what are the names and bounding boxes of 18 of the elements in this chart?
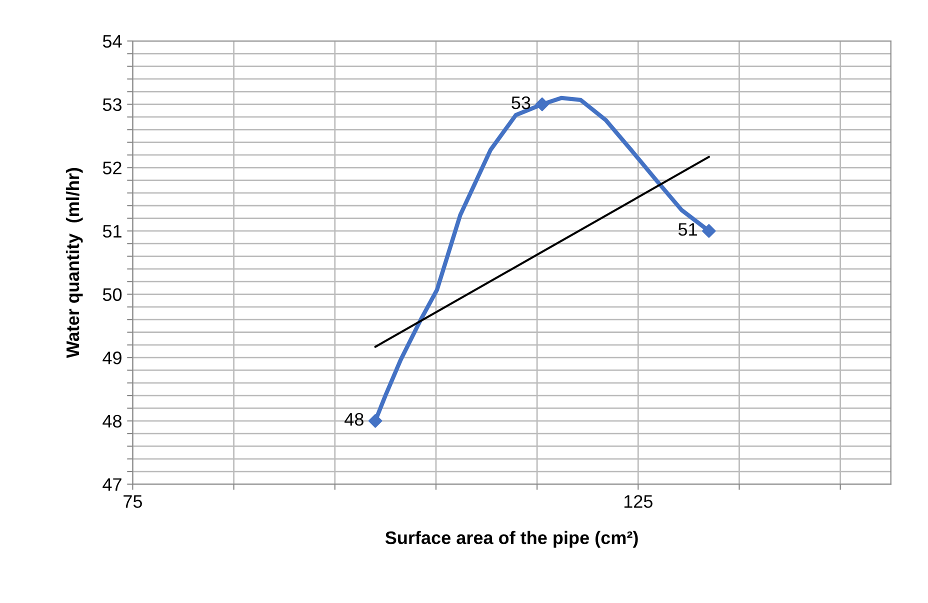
y-tick-label: 48: [102, 414, 122, 428]
point: [702, 224, 716, 238]
x-tick-label: 125: [624, 495, 652, 508]
y-tick-label: 54: [102, 35, 122, 48]
y-tick-label: 51: [102, 225, 122, 238]
x-axis-title: Surface area of the pipe (cm²): [385, 530, 638, 548]
point: [368, 414, 382, 428]
y-axis-title: Water quantity (ml/hr): [66, 168, 83, 358]
point: [535, 97, 550, 112]
y-tick-label: 50: [102, 288, 122, 301]
y-tick-label: 52: [102, 162, 122, 174]
data-label: 53: [512, 96, 530, 110]
data-label: 48: [344, 412, 364, 426]
y-tick-label: 49: [102, 352, 122, 364]
x-tick-label: 75: [124, 495, 142, 508]
y-tick-label: 47: [102, 478, 122, 491]
y-tick-label: 53: [102, 98, 122, 112]
data-label: 51: [678, 223, 697, 236]
